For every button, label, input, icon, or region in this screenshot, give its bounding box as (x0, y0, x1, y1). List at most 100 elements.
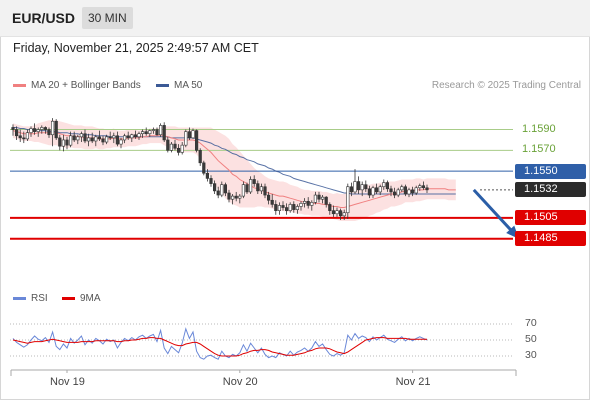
candle (126, 135, 130, 139)
candle (61, 139, 65, 147)
level-tag-1.1485: 1.1485 (515, 231, 586, 247)
candle (130, 134, 134, 139)
candle (195, 130, 199, 151)
rsi-line (12, 327, 428, 360)
candle (400, 186, 404, 191)
x-tick-nov-20: Nov 20 (222, 376, 258, 388)
candle (47, 129, 51, 136)
candle (112, 135, 116, 139)
candle (281, 205, 285, 208)
ma20-swatch-icon (13, 83, 26, 87)
candle (288, 204, 292, 211)
candle (256, 183, 260, 192)
ma50-line (13, 127, 456, 195)
candle (292, 204, 296, 210)
candle (378, 186, 382, 193)
candle (54, 120, 58, 139)
candle (356, 181, 361, 191)
candle (180, 144, 184, 153)
candle (76, 136, 80, 141)
legend-ma20-label: MA 20 + Bollinger Bands (31, 80, 141, 91)
candle (173, 143, 177, 149)
candle (299, 203, 303, 207)
candle (331, 210, 336, 215)
candle (169, 143, 174, 151)
candle (155, 129, 159, 136)
candle (187, 131, 192, 139)
candle (90, 137, 94, 142)
candle (302, 200, 307, 204)
candle (360, 184, 364, 191)
rsi-ma9-line (12, 337, 427, 357)
candle (209, 178, 213, 184)
candle (238, 195, 242, 199)
candle (198, 150, 202, 164)
candle (97, 136, 101, 140)
candle (32, 128, 37, 132)
candle (349, 186, 354, 193)
legend-ma9-label: 9MA (80, 293, 101, 304)
timestamp: Friday, November 21, 2025 2:49:57 AM CET (13, 41, 259, 55)
candle (216, 190, 220, 196)
candle (346, 186, 350, 214)
candle (220, 184, 224, 196)
candle (123, 135, 127, 141)
candle (324, 196, 328, 205)
candle (72, 135, 76, 141)
candle (40, 127, 44, 130)
candle (306, 200, 310, 206)
candle (213, 183, 217, 192)
candle (317, 194, 321, 200)
candle (87, 137, 91, 142)
candle (15, 129, 19, 137)
candle (18, 135, 22, 139)
candle (159, 125, 163, 136)
candle (328, 204, 332, 211)
candle (234, 195, 238, 199)
candle (266, 194, 271, 201)
legend-ma50: MA 50 (156, 80, 202, 91)
candle (252, 179, 256, 184)
level-tag-1.1550: 1.1550 (515, 163, 586, 179)
candle (392, 191, 397, 196)
candle (245, 184, 249, 193)
candle (162, 125, 166, 141)
candle (342, 212, 346, 217)
legend-ma20: MA 20 + Bollinger Bands (13, 80, 141, 91)
candle (166, 139, 170, 151)
legend-ma9: 9MA (62, 293, 101, 304)
candle (101, 138, 105, 143)
candle (148, 130, 152, 135)
candle (396, 189, 400, 196)
x-tick-nov-19: Nov 19 (50, 376, 85, 388)
legend-ma50-label: MA 50 (174, 80, 203, 91)
level-tag-1.1532: 1.1532 (515, 182, 586, 198)
candle (410, 189, 415, 194)
symbol-label: EUR/USD (12, 10, 76, 26)
candle (335, 210, 339, 215)
ma9-swatch-icon (62, 296, 75, 300)
candle (108, 136, 112, 139)
candle (227, 192, 231, 200)
candle (50, 120, 55, 136)
candle (133, 134, 138, 138)
candle (270, 199, 274, 205)
candle (184, 131, 188, 146)
chart-header: EUR/USD 30 MIN (0, 0, 590, 37)
candle (310, 202, 314, 206)
candle (259, 186, 264, 192)
timeframe-badge[interactable]: 30 MIN (82, 7, 133, 29)
candle (374, 187, 379, 193)
candle (119, 139, 123, 145)
legend-rsi: RSI (13, 293, 48, 304)
candle (421, 185, 426, 189)
candle (25, 132, 30, 140)
candle (263, 186, 267, 196)
candle (249, 179, 253, 193)
candle (79, 133, 83, 138)
candle (320, 196, 325, 200)
candle (313, 194, 318, 203)
candle (284, 207, 289, 211)
rsi-tick-30: 30 (525, 349, 537, 361)
candle (144, 131, 148, 135)
